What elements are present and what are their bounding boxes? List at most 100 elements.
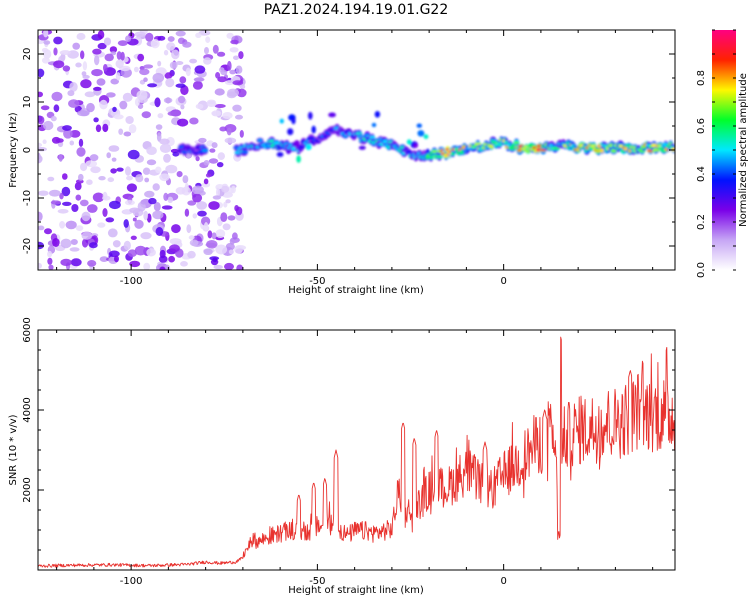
noise-blob (44, 228, 52, 235)
colorbar: 0.0 0.2 0.4 0.6 0.8 Normalized spectral ampl… (696, 29, 749, 278)
noise-blob (49, 189, 61, 197)
noise-blob (146, 248, 156, 257)
colorbar-tick-label: 0.2 (696, 214, 707, 230)
noise-blob (234, 205, 239, 212)
noise-blob (152, 183, 160, 191)
noise-blob (130, 235, 137, 240)
noise-blob (217, 152, 225, 161)
band-blob (294, 140, 300, 147)
band-blob (257, 138, 263, 143)
y-tick-label: -20 (22, 238, 33, 254)
band-blob (287, 128, 294, 136)
noise-blob (110, 78, 119, 85)
noise-blob (227, 215, 236, 221)
snr-panel: -100 -50 0 2000 4000 6000 Height of straight… (8, 317, 676, 596)
noise-blob (201, 181, 211, 188)
noise-blob (38, 190, 49, 196)
noise-blob (203, 178, 209, 185)
noise-blob (235, 114, 243, 120)
spectrogram-band-layer (176, 111, 675, 163)
y-tick-label: 10 (22, 96, 33, 109)
noise-blob (127, 249, 137, 257)
noise-blob (90, 166, 101, 174)
noise-blob (144, 190, 155, 198)
noise-blob (229, 47, 239, 53)
noise-blob (38, 91, 43, 98)
noise-blob (175, 61, 184, 65)
band-blob (374, 111, 381, 118)
noise-blob (38, 115, 45, 125)
noise-blob (118, 128, 124, 135)
colorbar-tick-label: 0.4 (696, 166, 707, 182)
noise-blob (58, 154, 63, 162)
noise-blob (205, 173, 212, 178)
noise-blob (236, 88, 247, 98)
snr-y-axis-label: SNR (10 * v/v) (8, 414, 19, 485)
noise-blob (87, 204, 98, 213)
noise-blob (59, 192, 64, 200)
noise-blob (161, 205, 173, 210)
noise-blob (80, 79, 92, 89)
noise-blob (50, 200, 62, 205)
noise-blob (81, 231, 93, 240)
noise-blob (230, 39, 239, 45)
noise-blob (169, 244, 180, 253)
snr-series (38, 336, 675, 568)
noise-blob (53, 36, 63, 45)
noise-blob (195, 103, 204, 110)
spectrogram-x-ticks: -100 -50 0 (56, 30, 654, 287)
noise-blob (186, 224, 192, 234)
snr-y-ticks: 2000 4000 6000 (22, 317, 675, 551)
noise-blob (195, 156, 200, 162)
band-blob (305, 143, 312, 151)
band-blob (273, 141, 280, 145)
noise-blob (143, 210, 149, 221)
band-blob (488, 144, 495, 148)
noise-blob (143, 262, 151, 270)
noise-blob (146, 146, 157, 155)
noise-blob (89, 242, 98, 249)
noise-blob (97, 42, 107, 50)
noise-blob (134, 66, 139, 73)
noise-blob (143, 77, 148, 82)
noise-blob (97, 222, 106, 228)
noise-blob (212, 195, 222, 200)
noise-blob (71, 204, 79, 212)
noise-blob (233, 55, 239, 61)
noise-blob (123, 240, 131, 251)
y-tick-label: 2000 (22, 477, 33, 502)
noise-blob (163, 153, 171, 163)
figure-title: PAZ1.2024.194.19.01.G22 (264, 2, 449, 18)
y-tick-label: 6000 (22, 317, 33, 342)
noise-blob (114, 255, 119, 263)
noise-blob (147, 83, 158, 88)
noise-blob (216, 162, 224, 168)
noise-blob (192, 213, 198, 219)
noise-blob (59, 221, 66, 229)
noise-blob (53, 47, 58, 56)
noise-blob (76, 32, 86, 41)
band-blob (291, 117, 296, 125)
noise-blob (134, 98, 140, 107)
noise-blob (179, 76, 187, 84)
noise-blob (166, 42, 176, 51)
noise-blob (153, 202, 161, 212)
noise-blob (50, 115, 57, 122)
noise-blob (51, 91, 63, 102)
noise-blob (205, 36, 211, 43)
noise-blob (106, 152, 111, 159)
band-blob (423, 134, 429, 140)
noise-blob (187, 200, 197, 206)
noise-blob (227, 88, 240, 97)
noise-blob (134, 219, 144, 229)
noise-blob (87, 260, 97, 267)
noise-blob (165, 78, 175, 88)
noise-blob (192, 193, 203, 203)
noise-blob (38, 142, 43, 148)
snr-x-ticks: -100 -50 0 (56, 330, 654, 587)
noise-blob (204, 47, 209, 55)
noise-blob (63, 129, 73, 139)
band-blob (431, 150, 437, 153)
noise-blob (203, 248, 213, 255)
noise-blob (81, 211, 91, 222)
